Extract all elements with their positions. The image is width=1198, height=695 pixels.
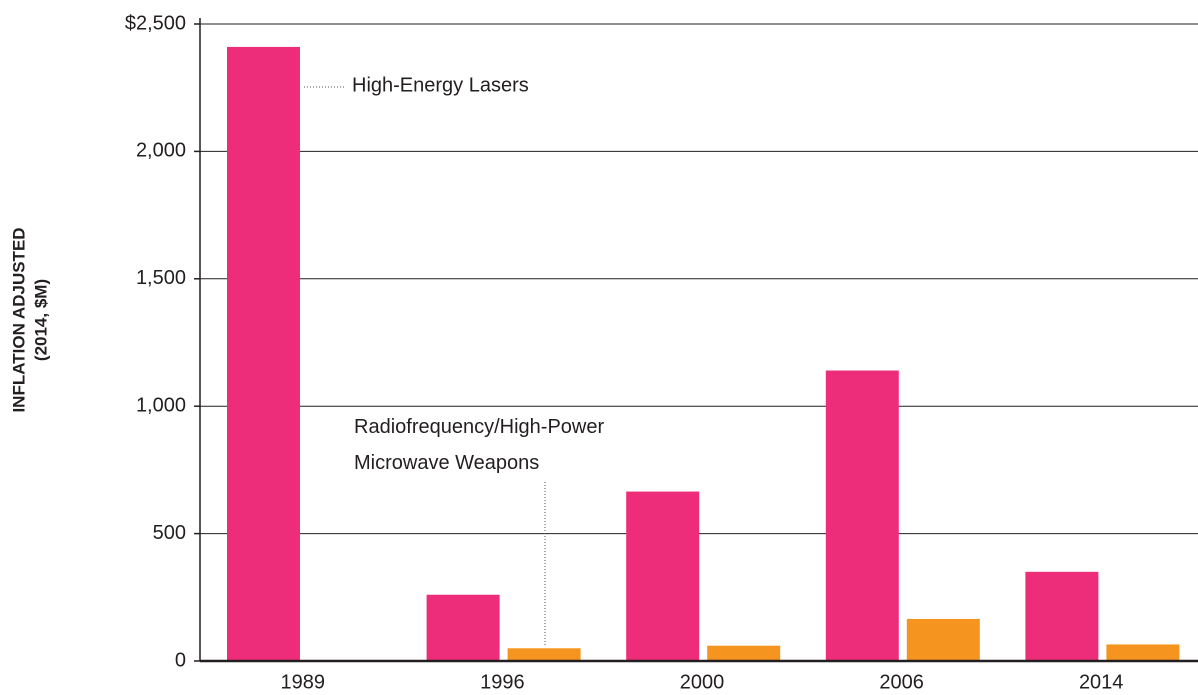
annotation-line: Radiofrequency/High-Power <box>354 416 610 438</box>
bar <box>825 370 899 661</box>
y-axis-title-line: INFLATION ADJUSTED <box>9 227 28 412</box>
bar <box>507 648 581 661</box>
x-tick-label: 2000 <box>680 671 725 693</box>
y-axis-title-line: (2014, $M) <box>31 279 50 361</box>
x-tick-label: 1996 <box>480 671 525 693</box>
annotation: High-Energy Lasers <box>352 74 529 96</box>
y-tick-label: 500 <box>153 522 186 544</box>
y-axis-title: INFLATION ADJUSTED (2014, $M) <box>9 227 50 412</box>
y-tick-label: 1,500 <box>136 267 186 289</box>
bar <box>1025 571 1099 661</box>
bar <box>227 46 300 661</box>
x-tick-label: 2006 <box>879 671 924 693</box>
annotation: Radiofrequency/High-Power Microwave Weap… <box>354 416 610 474</box>
y-tick-label: 0 <box>175 649 186 671</box>
y-tick-label: $2,500 <box>125 12 186 34</box>
annotation-line: Microwave Weapons <box>354 452 539 474</box>
x-tick-label: 1989 <box>281 671 326 693</box>
bar <box>906 618 980 661</box>
bar <box>1106 644 1180 661</box>
y-tick-label: 2,000 <box>136 140 186 162</box>
bar <box>707 645 781 661</box>
bar <box>626 491 700 661</box>
y-tick-label: 1,000 <box>136 394 186 416</box>
bar <box>426 594 500 661</box>
x-tick-label: 2014 <box>1079 671 1124 693</box>
